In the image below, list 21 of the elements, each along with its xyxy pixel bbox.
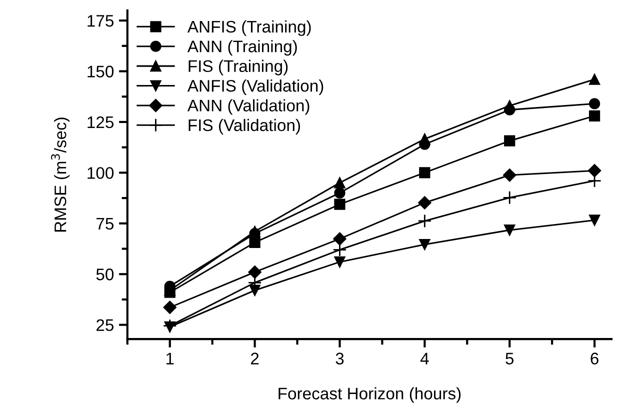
y-tick-label: 50 [96,268,114,280]
legend-label: FIS (Training) [188,60,288,76]
x-tick-label: 2 [251,352,259,364]
x-axis-title: Forecast Horizon (hours) [278,387,461,403]
y-tick-label: 175 [88,15,114,27]
x-tick-label: 3 [336,352,344,364]
x-tick-label: 1 [166,352,174,364]
y-tick-label: 75 [96,218,114,230]
legend-label: ANFIS (Training) [187,20,311,36]
legend-label: ANN (Training) [187,40,297,56]
x-tick-label: 6 [590,352,598,364]
y-tick-label: 100 [88,167,114,179]
legend-label: ANN (Validation) [187,99,310,115]
legend-label: FIS (Validation) [188,118,300,134]
x-tick-label: 4 [420,352,429,364]
y-tick-label: 125 [88,116,114,128]
y-tick-label: 25 [96,319,114,332]
y-tick-label: 150 [88,66,114,78]
legend-label: ANFIS (Validation) [187,80,324,96]
y-axis-title: RMSE (m$^{3}$/sec) [51,118,70,232]
x-tick-label: 5 [506,352,514,364]
